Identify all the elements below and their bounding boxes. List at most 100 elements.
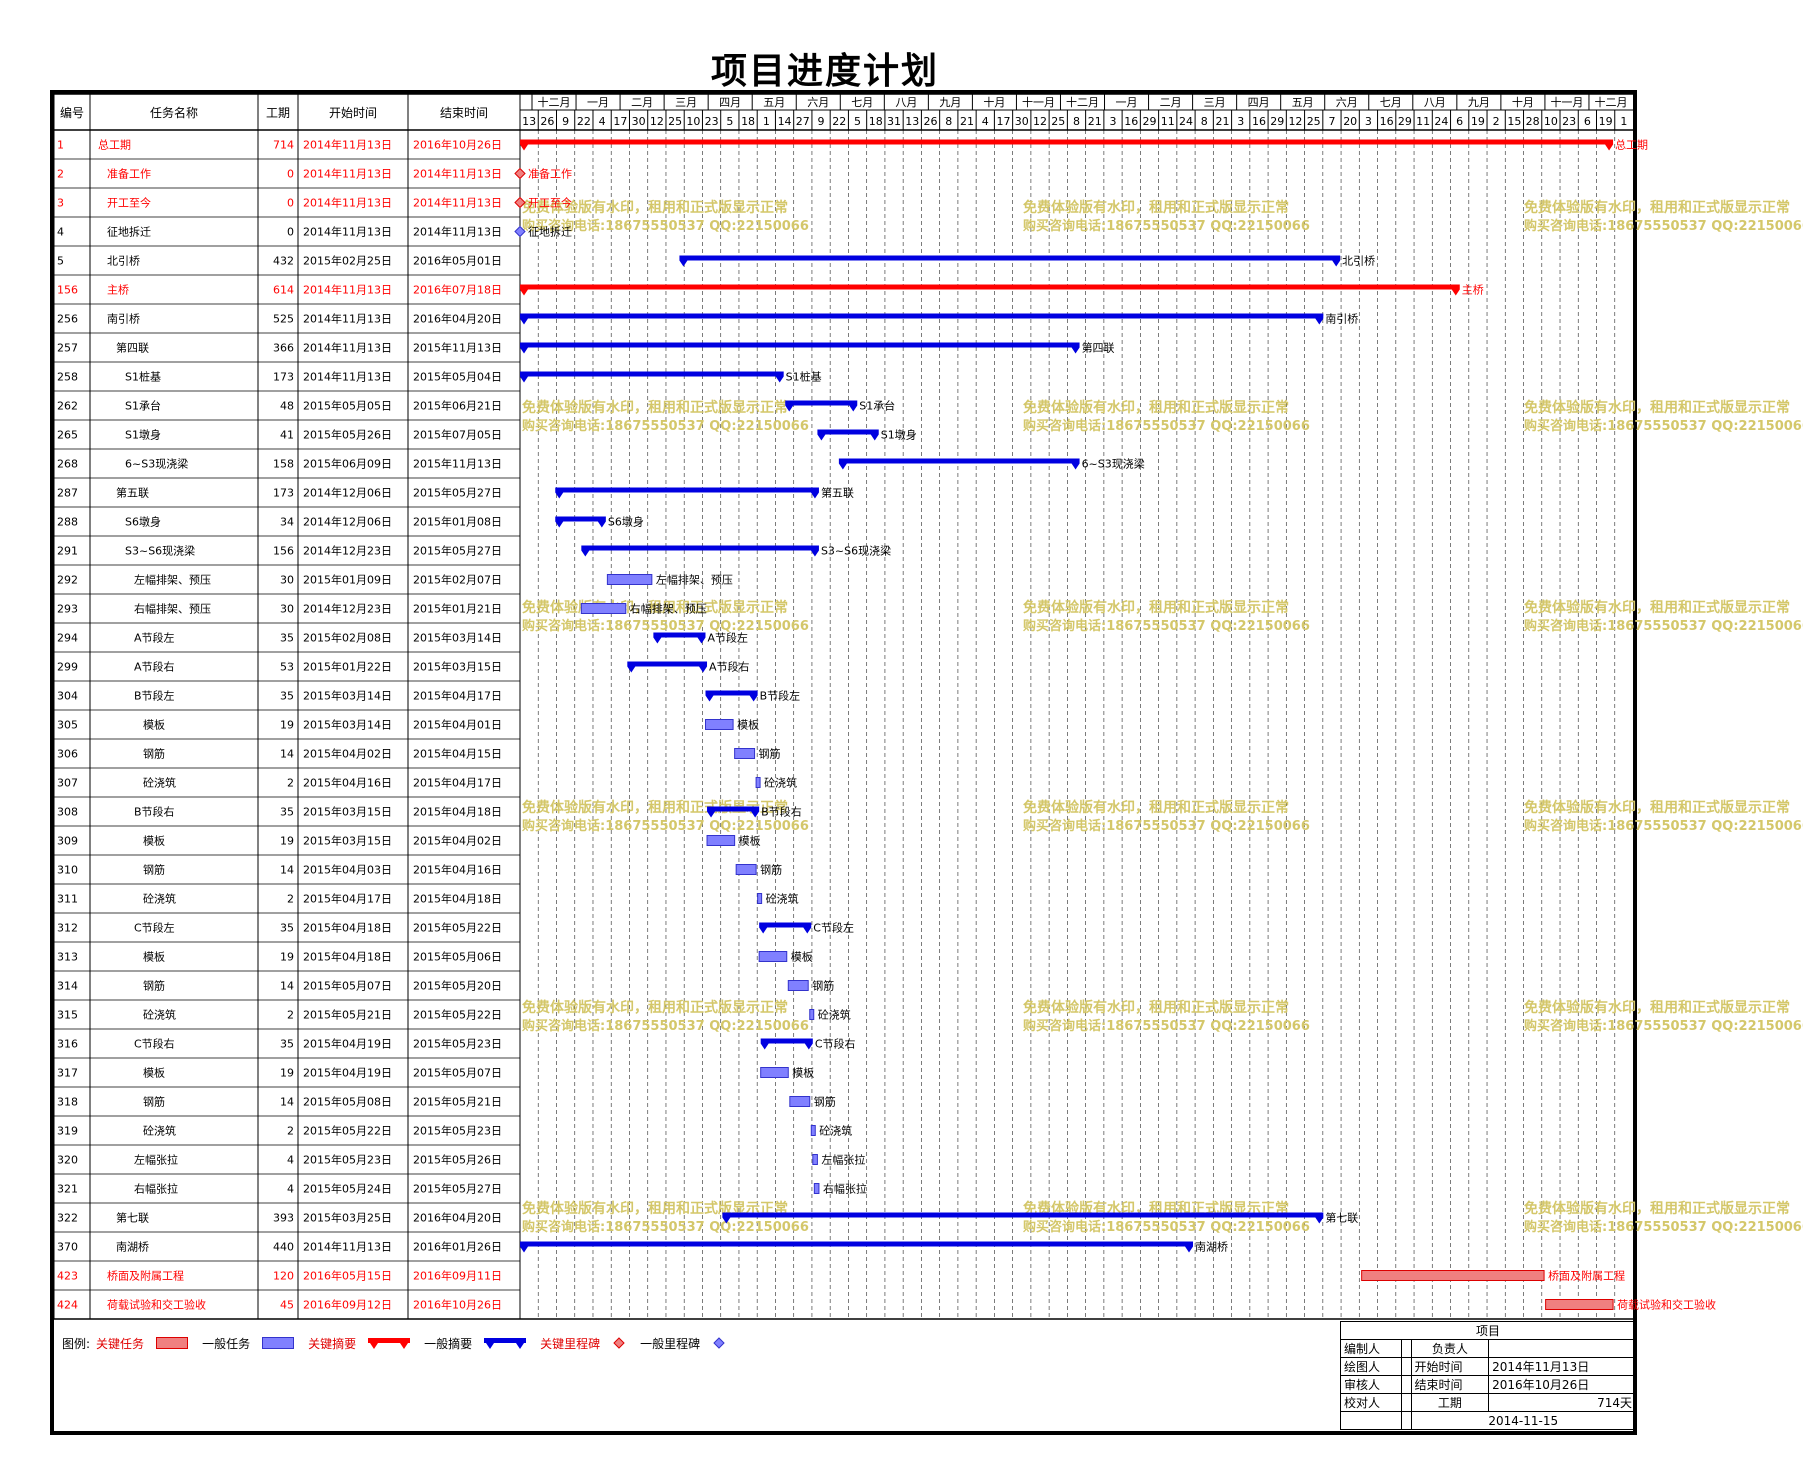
bar-label: 北引桥 <box>1342 254 1375 268</box>
timescale-day-label: 8 <box>1073 115 1080 128</box>
bar-label: A节段左 <box>708 631 749 645</box>
task-bar <box>705 719 734 730</box>
timescale-month-label: 一月 <box>1116 96 1138 109</box>
cell-dur: 2 <box>287 1009 294 1022</box>
cell-name: 第七联 <box>116 1211 149 1225</box>
signoff-start-label: 开始时间 <box>1410 1357 1490 1376</box>
bar-label: 准备工作 <box>528 167 572 181</box>
cell-dur: 41 <box>280 429 294 442</box>
summary-bar <box>817 429 879 441</box>
bar-label: C节段左 <box>813 921 854 935</box>
cell-end: 2015年05月04日 <box>413 370 502 384</box>
cell-end: 2015年04月01日 <box>413 718 502 732</box>
watermark-text: 购买咨询电话:18675550537 QQ:22150066 <box>522 1219 809 1235</box>
signoff-table: 项目 编制人 负责人 绘图人 开始时间 2014年11月13日 审核人 结束时间… <box>1340 1321 1637 1433</box>
watermark-text: 购买咨询电话:18675550537 QQ:22150066 <box>522 218 809 234</box>
watermark-text: 购买咨询电话:18675550537 QQ:22150066 <box>522 418 809 434</box>
cell-dur: 35 <box>280 690 294 703</box>
summary-bar <box>722 1212 1324 1224</box>
cell-dur: 614 <box>273 284 294 297</box>
cell-id: 2 <box>57 168 64 181</box>
watermark-text: 免费体验版有水印，租用和正式版显示正常 <box>522 799 788 816</box>
cell-start: 2015年05月24日 <box>303 1182 392 1196</box>
cell-name: 南引桥 <box>107 312 140 326</box>
milestone-diamond <box>514 167 526 180</box>
cell-dur: 525 <box>273 313 294 326</box>
cell-end: 2015年05月23日 <box>413 1037 502 1051</box>
cell-end: 2015年01月08日 <box>413 515 502 529</box>
cell-name: 砼浇筑 <box>143 1008 176 1022</box>
watermark-text: 免费体验版有水印，租用和正式版显示正常 <box>1023 999 1289 1016</box>
summary-bar <box>627 661 708 673</box>
timescale-day-label: 17 <box>613 115 627 128</box>
signoff-dur-label: 工期 <box>1410 1393 1490 1412</box>
milestone-diamond <box>514 196 526 209</box>
task-bar <box>1361 1270 1545 1281</box>
cell-dur: 2 <box>287 893 294 906</box>
cell-start: 2014年12月23日 <box>303 544 392 558</box>
summary-bar <box>520 1241 1194 1253</box>
watermark-text: 免费体验版有水印，租用和正式版显示正常 <box>1524 799 1790 816</box>
legend-normal-summary-label: 一般摘要 <box>424 1336 473 1351</box>
cell-name: B节段左 <box>134 689 175 703</box>
col-header-dur: 工期 <box>266 106 290 120</box>
cell-end: 2015年11月13日 <box>413 457 502 471</box>
cell-id: 315 <box>57 1009 78 1022</box>
timescale-day-label: 4 <box>599 115 606 128</box>
cell-name: 第五联 <box>116 486 149 500</box>
timescale-month-label: 二月 <box>631 96 653 109</box>
summary-bar <box>785 400 858 412</box>
timescale-day-label: 3 <box>1365 115 1372 128</box>
timescale-month-label: 十二月 <box>538 95 571 109</box>
cell-id: 256 <box>57 313 78 326</box>
timescale-day-label: 3 <box>1237 115 1244 128</box>
chart-frame <box>50 90 1637 1435</box>
cell-end: 2014年11月13日 <box>413 196 502 210</box>
cell-end: 2016年05月01日 <box>413 254 502 268</box>
cell-name: 钢筋 <box>143 1095 165 1109</box>
cell-start: 2015年04月16日 <box>303 776 392 790</box>
timescale-day-label: 4 <box>982 115 989 128</box>
timescale-month-label: 六月 <box>1336 96 1358 109</box>
cell-id: 321 <box>57 1183 78 1196</box>
cell-start: 2015年03月15日 <box>303 805 392 819</box>
bar-label: S1承台 <box>859 399 895 413</box>
cell-id: 423 <box>57 1270 78 1283</box>
bar-label: 主桥 <box>1462 284 1484 297</box>
cell-dur: 19 <box>280 1067 294 1080</box>
timescale-day-label: 25 <box>1051 115 1065 128</box>
timescale-month-label: 七月 <box>1380 96 1402 109</box>
watermark-text: 购买咨询电话:18675550537 QQ:22150066 <box>522 618 809 634</box>
bar-label: 砼浇筑 <box>764 776 797 790</box>
timescale-day-label: 12 <box>650 115 664 128</box>
cell-name: 总工期 <box>98 138 131 152</box>
timescale-day-label: 24 <box>1179 115 1193 128</box>
cell-name: S1墩身 <box>125 428 161 442</box>
summary-bar <box>581 545 819 557</box>
cell-dur: 14 <box>280 980 294 993</box>
cell-end: 2015年01月21日 <box>413 602 502 616</box>
cell-start: 2015年01月09日 <box>303 573 392 587</box>
watermark-text: 免费体验版有水印，租用和正式版显示正常 <box>522 1200 788 1217</box>
timescale-month-label: 八月 <box>1424 96 1446 109</box>
legend-normal-task-label: 一般任务 <box>202 1336 251 1351</box>
bar-label: 左幅张拉 <box>821 1153 865 1167</box>
task-bar <box>813 1183 820 1194</box>
cell-dur: 48 <box>280 400 294 413</box>
legend-normal-milestone-label: 一般里程碑 <box>640 1336 701 1351</box>
cell-start: 2014年12月06日 <box>303 515 392 529</box>
cell-name: 砼浇筑 <box>143 776 176 790</box>
cell-end: 2015年05月06日 <box>413 950 502 964</box>
cell-dur: 30 <box>280 574 294 587</box>
timescale-day-label: 9 <box>818 115 825 128</box>
watermark-text: 免费体验版有水印，租用和正式版显示正常 <box>1023 399 1289 416</box>
timescale-day-label: 1 <box>763 115 770 128</box>
cell-id: 287 <box>57 487 78 500</box>
cell-start: 2014年11月13日 <box>303 196 392 210</box>
cell-start: 2014年11月13日 <box>303 370 392 384</box>
task-bar <box>580 603 627 614</box>
col-header-name: 任务名称 <box>150 105 198 120</box>
timescale-day-label: 26 <box>540 115 554 128</box>
cell-end: 2015年05月21日 <box>413 1095 502 1109</box>
task-bar <box>812 1154 818 1165</box>
